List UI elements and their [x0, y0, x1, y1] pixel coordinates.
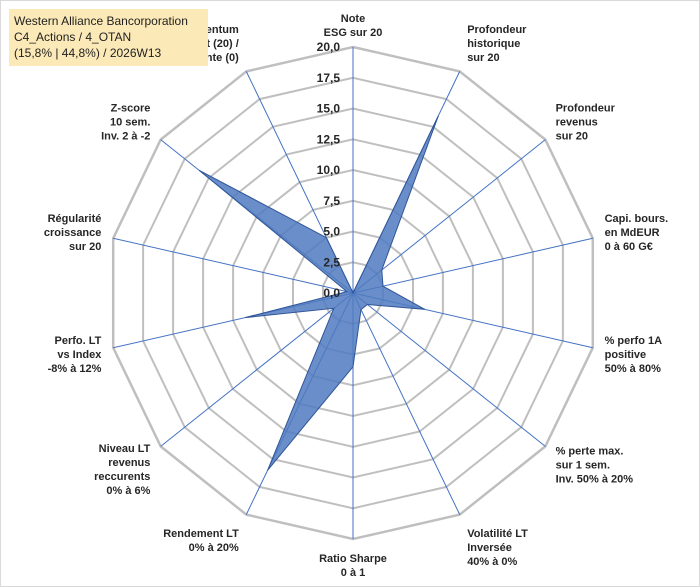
tick-label: 5,0 — [323, 225, 340, 239]
axis-label: Z-score 10 sem. Inv. 2 à -2 — [101, 103, 150, 143]
radar-axis-labels: Note ESG sur 20 Profondeur historique sur 20… — [44, 13, 668, 579]
tick-label: 17,5 — [317, 71, 341, 85]
tick-label: 12,5 — [317, 132, 341, 146]
axis-label: Profondeur historique sur 20 — [467, 24, 527, 64]
axis-label: Perfo. LT vs Index -8% à 12% — [48, 335, 103, 375]
axis-label: Capi. bours. en MdEUR 0 à 60 G€ — [605, 213, 669, 253]
radar-tick-labels: 0,0 2,5 5,0 7,5 10,0 12,5 15,0 17,5 20,0 — [317, 40, 341, 300]
axis-label: % perte max. sur 1 sem. Inv. 50% à 20% — [556, 446, 634, 486]
axis-spoke — [352, 139, 546, 294]
title-company: Western Alliance Bancorporation — [14, 14, 188, 28]
title-category: C4_Actions / 4_OTAN — [14, 30, 132, 44]
radar-series — [198, 115, 439, 471]
tick-label: 10,0 — [317, 163, 341, 177]
axis-spoke — [352, 237, 593, 294]
axis-label: Régularité croissance sur 20 — [44, 213, 101, 253]
tick-label: 0,0 — [323, 286, 340, 300]
tick-label: 15,0 — [317, 102, 341, 116]
tick-label: 2,5 — [323, 255, 340, 269]
axis-spoke — [352, 292, 461, 515]
axis-label: Note ESG sur 20 — [324, 13, 383, 39]
axis-label: Profondeur revenus sur 20 — [556, 103, 616, 143]
series-area — [198, 115, 439, 471]
axis-spoke — [113, 237, 354, 294]
axis-label: Ratio Sharpe 0 à 1 — [319, 553, 387, 579]
chart-title-box: Western Alliance Bancorporation C4_Actio… — [9, 9, 208, 66]
axis-label: Volatilité LT Inversée 40% à 0% — [467, 528, 528, 568]
axis-label: % perfo 1A positive 50% à 80% — [605, 335, 663, 375]
tick-label: 7,5 — [323, 194, 340, 208]
tick-label: 20,0 — [317, 40, 341, 54]
axis-label: Niveau LT revenus reccurents 0% à 6% — [94, 443, 151, 497]
title-stats: (15,8% | 44,8%) / 2026W13 — [14, 46, 162, 60]
axis-label: Rendement LT 0% à 20% — [163, 528, 239, 554]
axis-spoke — [160, 292, 354, 447]
axis-spoke — [352, 292, 546, 447]
